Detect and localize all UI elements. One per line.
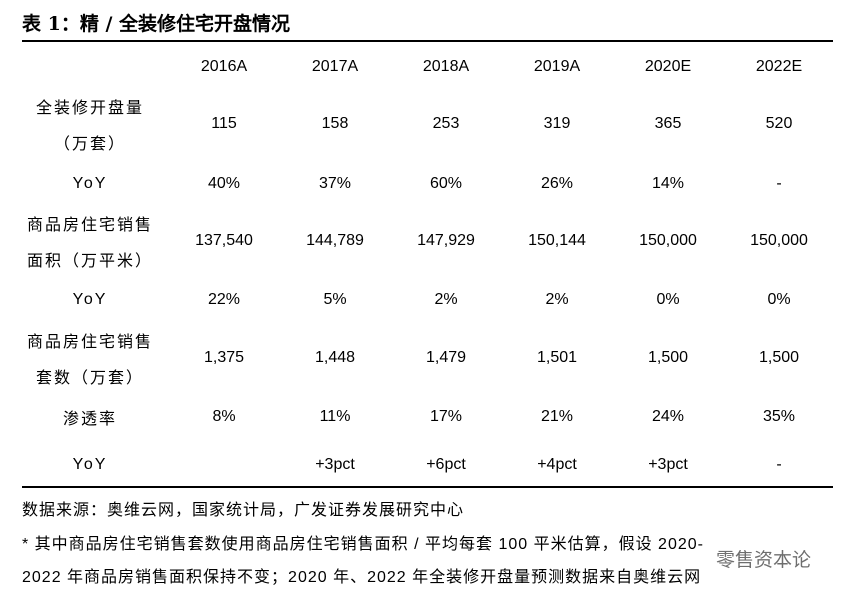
cell: 11% bbox=[319, 408, 351, 425]
cell: 60% bbox=[429, 175, 463, 192]
cell: 2% bbox=[545, 291, 569, 308]
cell: 150,000 bbox=[750, 232, 808, 249]
row-label: YoY bbox=[72, 291, 108, 308]
cell: 319 bbox=[543, 115, 571, 132]
column-header: 2018A bbox=[422, 58, 470, 75]
bottom-rule bbox=[22, 486, 833, 488]
cell: - bbox=[776, 456, 782, 473]
cell: 150,144 bbox=[528, 232, 586, 249]
table-title: 表 1：精 / 全装修住宅开盘情况 bbox=[22, 13, 291, 35]
cell: 253 bbox=[432, 115, 460, 132]
row-label: （万套） bbox=[53, 136, 127, 153]
cell: 40% bbox=[207, 175, 241, 192]
cell: 17% bbox=[429, 408, 463, 425]
cell: 150,000 bbox=[639, 232, 697, 249]
column-header: 2020E bbox=[644, 58, 692, 75]
cell: 520 bbox=[765, 115, 793, 132]
cell: 22% bbox=[207, 291, 241, 308]
cell: 35% bbox=[762, 408, 796, 425]
cell: 158 bbox=[321, 115, 349, 132]
cell: +3pct bbox=[315, 456, 355, 473]
note-line: * 其中商品房住宅销售套数使用商品房住宅销售面积 / 平均每套 100 平米估算… bbox=[22, 536, 704, 553]
cell: 8% bbox=[212, 408, 236, 425]
column-header: 2016A bbox=[200, 58, 248, 75]
cell: 1,501 bbox=[536, 349, 578, 366]
cell: 24% bbox=[651, 408, 685, 425]
cell: 1,479 bbox=[425, 349, 467, 366]
row-label: 面积（万平米） bbox=[26, 253, 154, 270]
cell: 26% bbox=[540, 175, 574, 192]
row-label: YoY bbox=[72, 456, 108, 473]
cell: 1,375 bbox=[203, 349, 245, 366]
row-label: 商品房住宅销售 bbox=[26, 217, 154, 234]
cell: 365 bbox=[654, 115, 682, 132]
row-label: YoY bbox=[72, 175, 108, 192]
row-label: 渗透率 bbox=[62, 411, 118, 428]
cell: 14% bbox=[651, 175, 685, 192]
cell: 2% bbox=[434, 291, 458, 308]
watermark: 零售资本论 bbox=[716, 550, 812, 571]
row-label: 套数（万套） bbox=[35, 370, 145, 387]
cell: 115 bbox=[211, 115, 237, 132]
cell: 0% bbox=[656, 291, 680, 308]
cell: 37% bbox=[318, 175, 352, 192]
cell: +6pct bbox=[426, 456, 466, 473]
column-header: 2019A bbox=[533, 58, 581, 75]
cell: 0% bbox=[767, 291, 791, 308]
cell: 147,929 bbox=[417, 232, 475, 249]
column-header: 2017A bbox=[311, 58, 359, 75]
cell: +3pct bbox=[648, 456, 688, 473]
cell: 144,789 bbox=[306, 232, 364, 249]
source: 数据来源：奥维云网，国家统计局，广发证券发展研究中心 bbox=[22, 502, 465, 519]
cell: 1,448 bbox=[314, 349, 356, 366]
cell: 1,500 bbox=[758, 349, 800, 366]
column-header: 2022E bbox=[755, 58, 803, 75]
top-rule bbox=[22, 40, 833, 42]
cell: 5% bbox=[323, 291, 347, 308]
row-label: 全装修开盘量 bbox=[35, 100, 145, 117]
cell: 137,540 bbox=[195, 232, 253, 249]
cell: 21% bbox=[540, 408, 574, 425]
note-line: 2022 年商品房销售面积保持不变；2020 年、2022 年全装修开盘量预测数… bbox=[22, 569, 702, 586]
cell: +4pct bbox=[537, 456, 577, 473]
row-label: 商品房住宅销售 bbox=[26, 334, 154, 351]
cell: - bbox=[776, 175, 782, 192]
cell: 1,500 bbox=[647, 349, 689, 366]
